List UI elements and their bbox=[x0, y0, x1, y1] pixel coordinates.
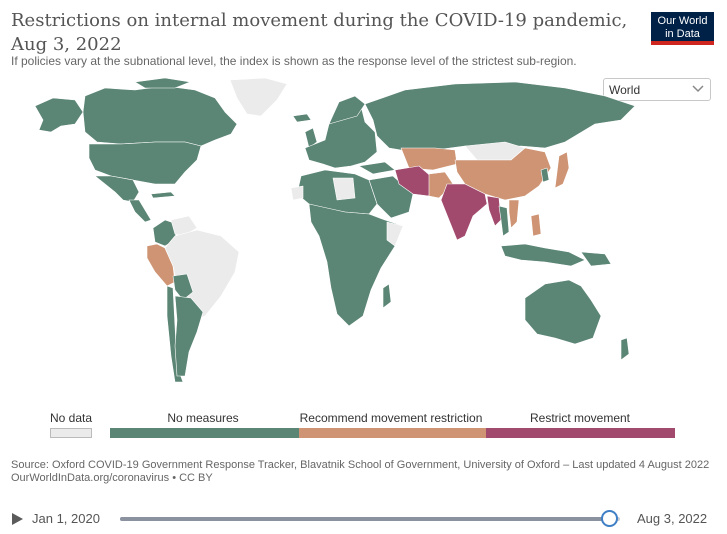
new-zealand[interactable] bbox=[620, 337, 630, 361]
canada[interactable] bbox=[82, 85, 238, 147]
united-states[interactable] bbox=[88, 141, 202, 185]
owid-logo[interactable]: Our World in Data bbox=[651, 12, 714, 45]
bolivia[interactable] bbox=[172, 273, 194, 301]
central-america[interactable] bbox=[128, 199, 152, 223]
chevron-down-icon bbox=[692, 85, 704, 93]
legend-swatch-restrict[interactable] bbox=[486, 428, 675, 438]
argentina[interactable] bbox=[174, 295, 204, 377]
legend-label-no-data: No data bbox=[49, 411, 93, 425]
turkey[interactable] bbox=[358, 161, 396, 175]
timeline-track[interactable] bbox=[120, 517, 620, 521]
kazakhstan[interactable] bbox=[400, 147, 458, 171]
japan[interactable] bbox=[554, 151, 570, 189]
korea[interactable] bbox=[540, 167, 550, 183]
timeline-end-label: Aug 3, 2022 bbox=[637, 511, 708, 526]
region-select[interactable]: World bbox=[603, 78, 711, 101]
madagascar[interactable] bbox=[382, 283, 392, 309]
region-select-value: World bbox=[609, 83, 641, 97]
chart-title: Restrictions on internal movement during… bbox=[11, 10, 628, 55]
papua-new-guinea[interactable] bbox=[580, 251, 612, 267]
myanmar[interactable] bbox=[486, 195, 502, 227]
timeline-start-label: Jan 1, 2020 bbox=[32, 511, 100, 526]
greenland[interactable] bbox=[229, 77, 288, 117]
source-link[interactable]: OurWorldInData.org/coronavirus • CC BY bbox=[11, 472, 213, 484]
vietnam[interactable] bbox=[508, 199, 520, 229]
indonesia[interactable] bbox=[500, 243, 586, 267]
logo-bar bbox=[651, 41, 714, 45]
india[interactable] bbox=[440, 183, 488, 241]
western-sahara[interactable] bbox=[290, 185, 304, 201]
united-kingdom[interactable] bbox=[304, 127, 318, 149]
logo-line1: Our World bbox=[657, 15, 708, 27]
timeline-handle[interactable] bbox=[601, 510, 618, 527]
source-text: Source: Oxford COVID-19 Government Respo… bbox=[11, 459, 710, 471]
timeline-track-fill bbox=[120, 517, 610, 521]
chart-subtitle: If policies vary at the subnational leve… bbox=[11, 54, 577, 68]
sub-saharan-africa[interactable] bbox=[308, 203, 404, 327]
australia[interactable] bbox=[524, 279, 602, 345]
thailand[interactable] bbox=[498, 205, 510, 237]
legend-swatch-recommend[interactable] bbox=[299, 428, 486, 438]
caribbean[interactable] bbox=[150, 191, 176, 199]
timeline: Jan 1, 2020 Aug 3, 2022 bbox=[0, 505, 727, 533]
canada-arctic-islands[interactable] bbox=[134, 77, 191, 89]
source-note: Source: Oxford COVID-19 Government Respo… bbox=[11, 459, 711, 485]
legend-label-no-measures: No measures bbox=[167, 411, 239, 425]
logo-line2: in Data bbox=[665, 28, 700, 40]
mexico[interactable] bbox=[94, 175, 140, 203]
alaska[interactable] bbox=[34, 97, 84, 133]
chile[interactable] bbox=[166, 285, 184, 383]
play-icon[interactable] bbox=[12, 513, 23, 525]
legend-label-recommend: Recommend movement restriction bbox=[299, 411, 483, 425]
libya[interactable] bbox=[332, 177, 356, 201]
legend-swatch-no-measures[interactable] bbox=[110, 428, 299, 438]
legend-swatch-no-data[interactable] bbox=[50, 428, 92, 438]
philippines[interactable] bbox=[530, 213, 542, 237]
iceland[interactable] bbox=[292, 113, 312, 123]
world-map[interactable] bbox=[25, 76, 655, 386]
legend-label-restrict: Restrict movement bbox=[529, 411, 631, 425]
russia[interactable] bbox=[364, 81, 636, 153]
somalia[interactable] bbox=[386, 221, 404, 247]
